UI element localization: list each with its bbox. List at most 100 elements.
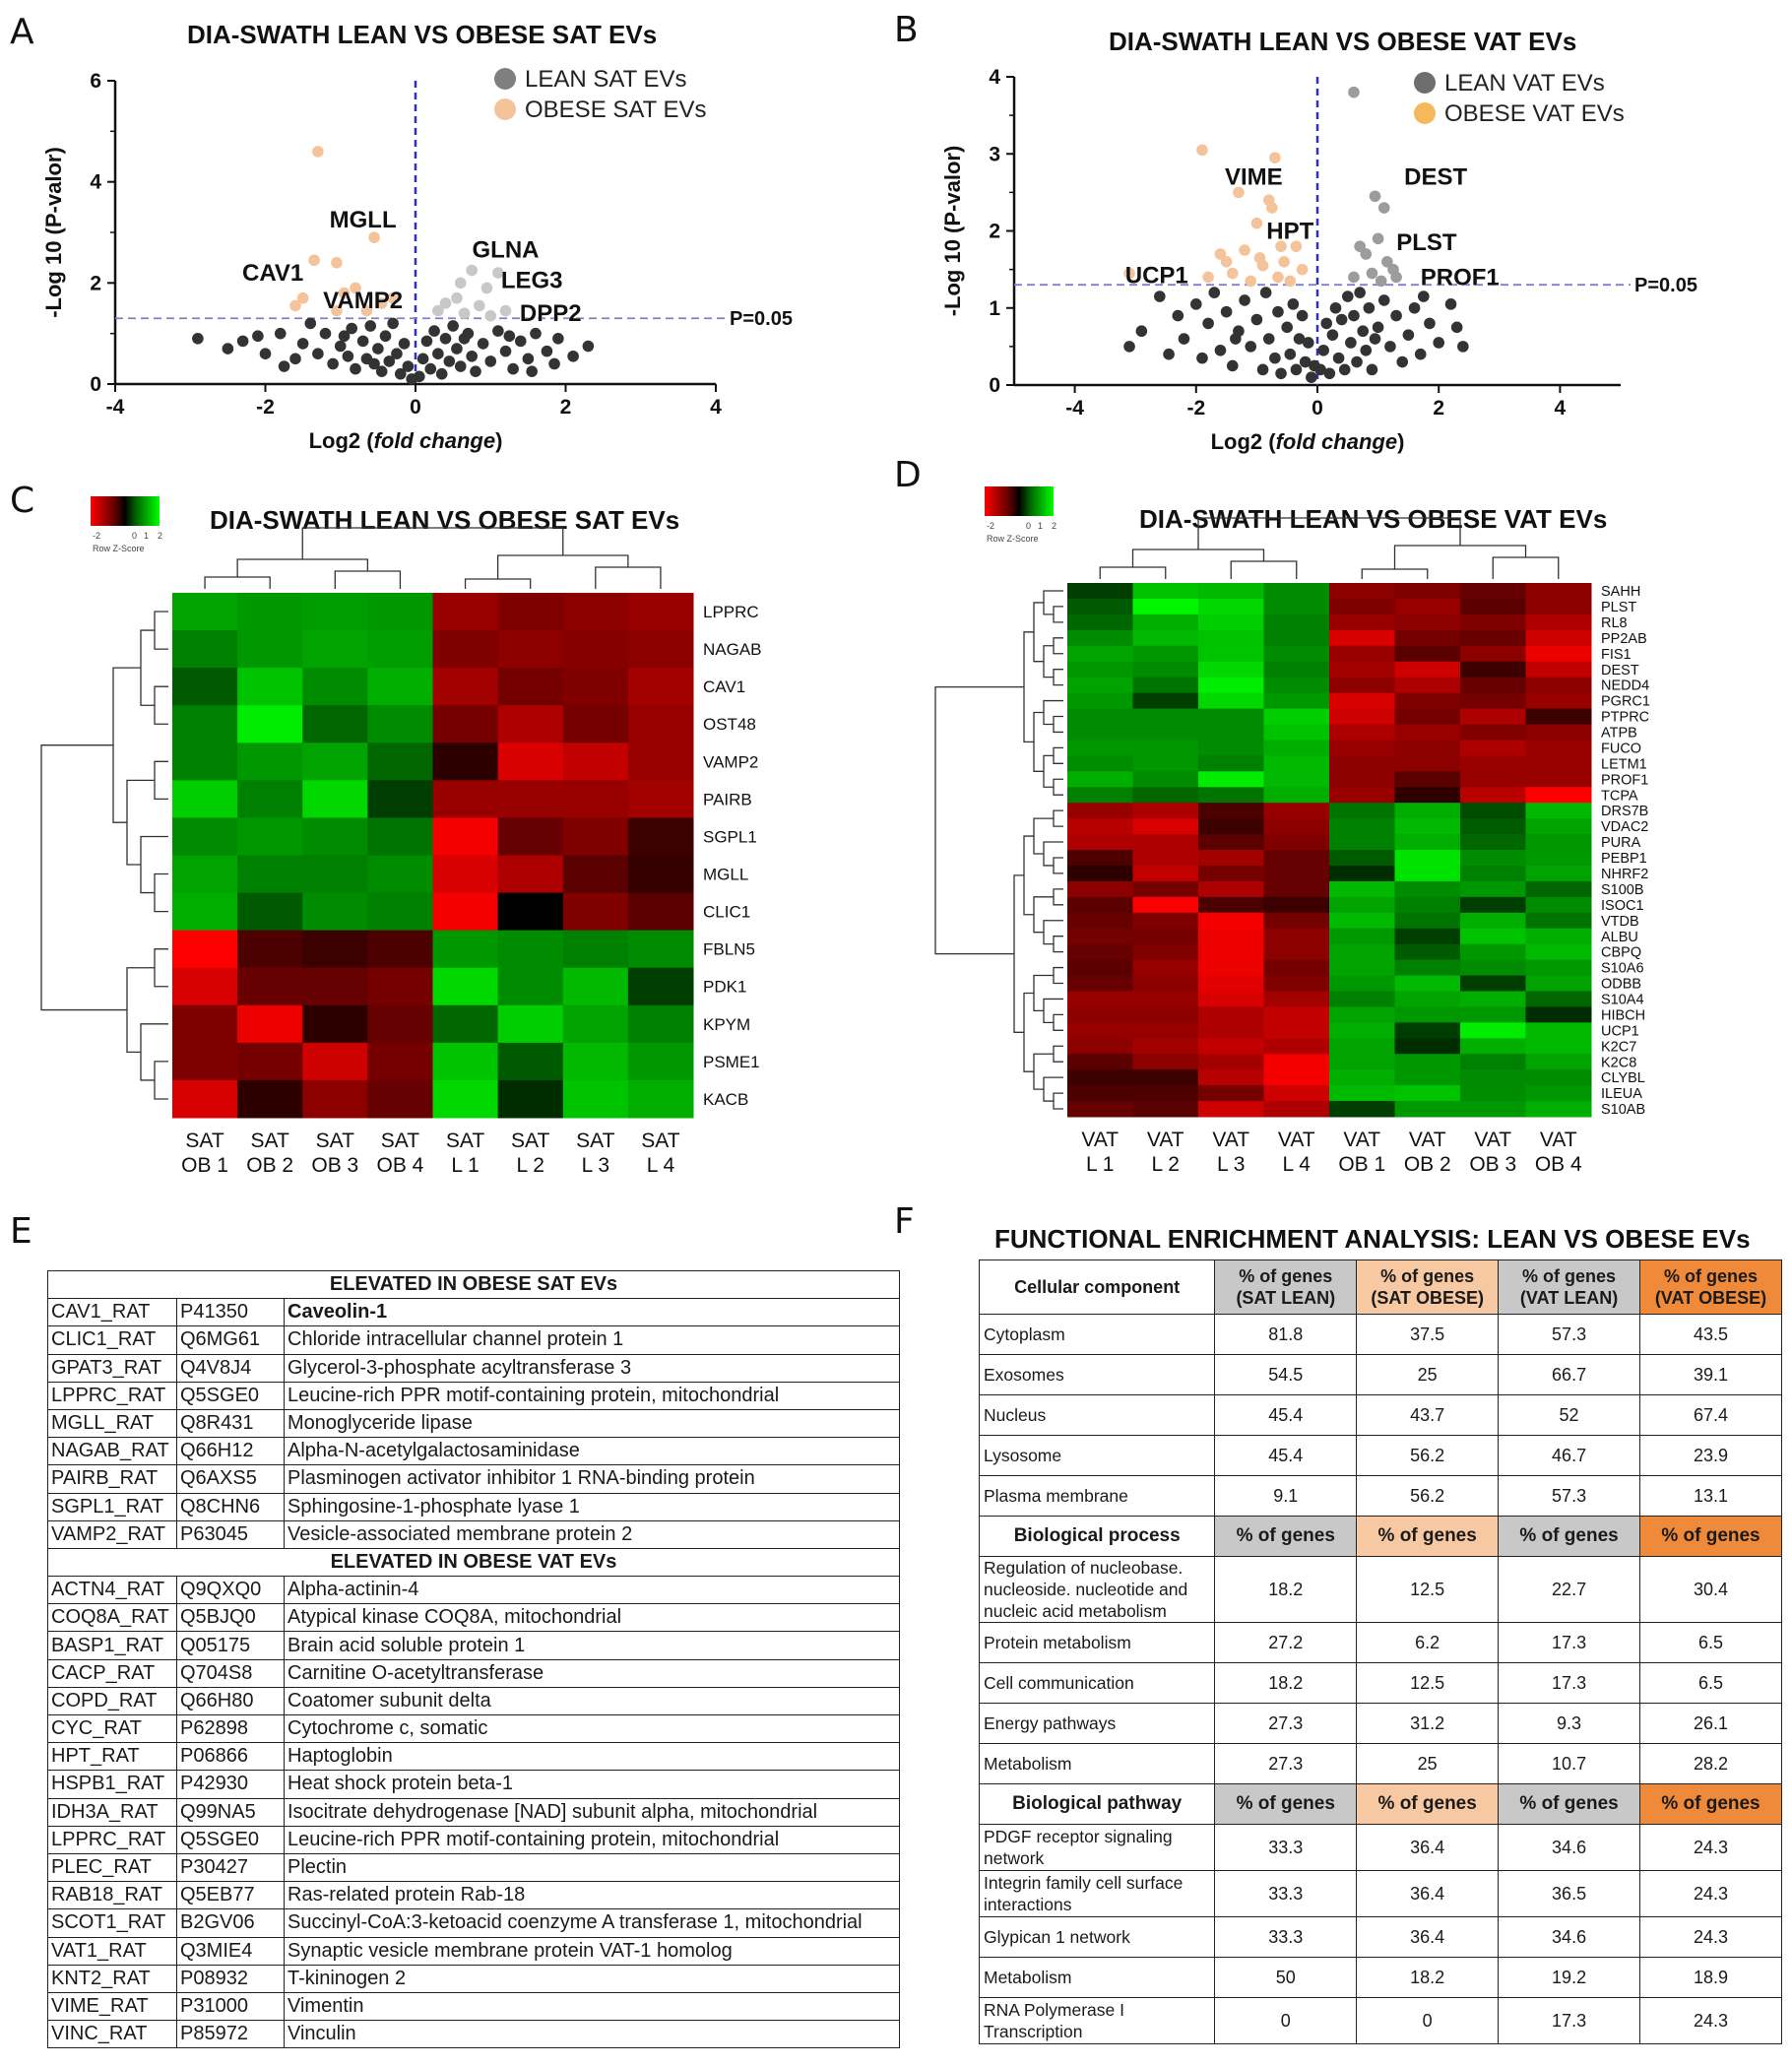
data-point — [1245, 341, 1257, 353]
color-key-tick: 2 — [1052, 521, 1056, 531]
protein-annotation: LEG3 — [501, 267, 563, 293]
table-row: COQ8A_RAT Q5BJQ0 Atypical kinase COQ8A, mi… — [47, 1603, 900, 1633]
heatmap-cell — [1198, 661, 1264, 678]
data-point — [522, 353, 535, 365]
percent-value: 26.1 — [1638, 1703, 1783, 1744]
table-row: VAT1_RAT Q3MIE4 Synaptic vesicle membrane … — [47, 1936, 900, 1966]
heatmap-cell — [1198, 912, 1264, 930]
dendrogram-branch — [595, 566, 662, 589]
color-key-tick: -2 — [987, 521, 994, 531]
panel-label-a: A — [10, 12, 34, 52]
data-point — [1342, 291, 1354, 302]
percent-value: 0 — [1356, 1997, 1500, 2044]
heatmap-cell — [1132, 912, 1199, 930]
heatmap-cell — [1067, 787, 1133, 804]
table-row: Metabolism 50 18.2 19.2 18.9 — [978, 1957, 1783, 1998]
legend-marker — [494, 98, 516, 120]
data-point — [1290, 363, 1303, 376]
enrichment-table: Cellular component% of genes (SAT LEAN)% … — [978, 1260, 1783, 2044]
data-point — [375, 297, 388, 309]
row-label: OST48 — [703, 715, 756, 734]
entry-name: PAIRB_RAT — [47, 1464, 177, 1494]
percent-value: 34.6 — [1498, 1916, 1640, 1958]
data-point — [383, 355, 396, 367]
legend-marker — [1414, 102, 1436, 124]
accession: Q5SGE0 — [176, 1381, 285, 1410]
protein-annotation: HPT — [1266, 218, 1313, 244]
x-axis-label-italic: fold change — [1276, 429, 1397, 454]
heatmap-cell — [1329, 1085, 1395, 1102]
heatmap-cell — [562, 780, 629, 818]
y-tick-label: 2 — [989, 221, 1000, 243]
entry-name: RAB18_RAT — [47, 1881, 177, 1910]
heatmap-cell — [1394, 1022, 1461, 1039]
data-point — [1196, 144, 1208, 157]
table-row: ACTN4_RAT Q9QXQ0 Alpha-actinin-4 — [47, 1576, 900, 1605]
data-point — [252, 330, 264, 343]
entry-name: CLIC1_RAT — [47, 1325, 177, 1355]
chart-title: DIA-SWATH LEAN VS OBESE VAT EVs — [1139, 504, 1607, 534]
percent-value: 39.1 — [1638, 1354, 1783, 1395]
heatmap-cell — [1067, 661, 1133, 678]
heatmap-cell — [627, 1004, 694, 1044]
heatmap-cell — [1394, 1085, 1461, 1102]
entry-name: MGLL_RAT — [47, 1408, 177, 1439]
dendrogram-branch — [154, 611, 168, 650]
row-label: K2C8 — [1601, 1055, 1636, 1070]
heatmap-cell — [1263, 991, 1330, 1007]
entry-name: LPPRC_RAT — [47, 1825, 177, 1854]
protein-annotation: MGLL — [330, 207, 397, 233]
heatmap-cell — [1525, 771, 1592, 788]
row-label: NHRF2 — [1601, 867, 1648, 882]
heatmap-cell — [1329, 598, 1395, 615]
table-row: Lysosome 45.4 56.2 46.7 23.9 — [978, 1435, 1783, 1476]
heatmap-cell — [1132, 880, 1199, 898]
heatmap-cell — [562, 705, 629, 743]
y-tick-label: 3 — [989, 143, 1000, 165]
data-point — [1320, 317, 1333, 330]
heatmap-cell — [432, 892, 499, 932]
heatmap-cell — [1198, 692, 1264, 710]
enrichment-title: FUNCTIONAL ENRICHMENT ANALYSIS: LEAN VS … — [994, 1224, 1751, 1254]
accession: Q704S8 — [176, 1658, 285, 1688]
accession: P41350 — [176, 1298, 285, 1327]
heatmap-cell — [1525, 787, 1592, 804]
heatmap-cell — [1329, 880, 1395, 898]
row-label: NEDD4 — [1601, 678, 1649, 694]
heatmap-cell — [1198, 803, 1264, 819]
data-point — [1296, 309, 1309, 322]
heatmap-cell — [302, 1042, 368, 1081]
section-column-header: % of genes — [1498, 1516, 1640, 1557]
row-label: Cytoplasm — [978, 1314, 1216, 1355]
row-label: PGRC1 — [1601, 694, 1650, 710]
accession: P08932 — [176, 1964, 285, 1993]
heatmap-cell — [1198, 850, 1264, 867]
heatmap-cell — [1263, 583, 1330, 600]
heatmap-cell — [1263, 740, 1330, 756]
row-label: ISOC1 — [1601, 898, 1644, 914]
heatmap-cell — [1198, 880, 1264, 898]
heatmap-cell — [172, 668, 238, 706]
protein-annotation: DPP2 — [520, 300, 582, 327]
heatmap-cell — [1525, 928, 1592, 945]
heatmap-cell — [1263, 865, 1330, 882]
row-label: VTDB — [1601, 914, 1639, 930]
heatmap-cell — [172, 630, 238, 669]
data-point — [1375, 275, 1387, 288]
data-point — [1396, 355, 1409, 368]
data-point — [1220, 305, 1233, 318]
dendrogram-branch — [1033, 602, 1044, 663]
protein-name: Alpha-actinin-4 — [284, 1576, 900, 1605]
table-row: BASP1_RAT Q05175 Brain acid soluble protei… — [47, 1631, 900, 1660]
entry-name: KNT2_RAT — [47, 1964, 177, 1993]
heatmap-cell — [1394, 645, 1461, 663]
table-row: HSPB1_RAT P42930 Heat shock protein beta-1 — [47, 1770, 900, 1799]
heatmap-cell — [237, 817, 303, 856]
percent-value: 24.3 — [1638, 1824, 1783, 1871]
percent-value: 33.3 — [1214, 1916, 1358, 1958]
percent-value: 28.2 — [1638, 1743, 1783, 1784]
heatmap-cell — [1329, 975, 1395, 992]
heatmap-cell — [1132, 865, 1199, 882]
legend-label: LEAN VAT EVs — [1444, 70, 1605, 97]
heatmap-cell — [1460, 661, 1526, 678]
